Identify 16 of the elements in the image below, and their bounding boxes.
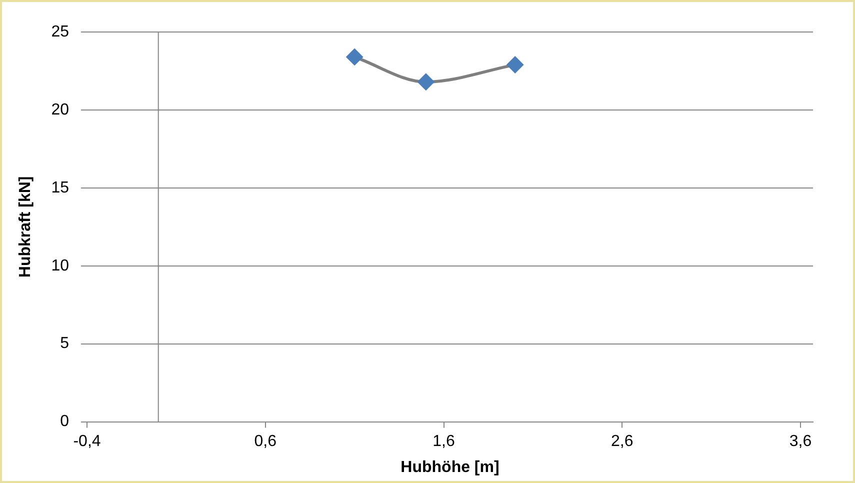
x-axis-title: Hubhöhe [m] [400,458,500,476]
y-tick-label: 5 [60,335,70,352]
x-tick-label: 3,6 [789,433,812,450]
y-tick-label: 10 [51,257,70,274]
point [346,48,364,66]
y-tick-label: 15 [51,179,70,196]
y-axis-title: Hubkraft [kN] [17,176,34,278]
y-tick-label: 0 [60,413,70,430]
y-tick-label: 20 [51,101,70,118]
x-tick-label: 1,6 [432,433,455,450]
x-tick-label: 0,6 [254,433,277,450]
point [506,56,524,74]
point [417,73,434,90]
y-tick-label: 25 [51,23,70,40]
x-tick-label: -0,4 [73,433,101,450]
x-tick-label: 2,6 [611,433,634,450]
